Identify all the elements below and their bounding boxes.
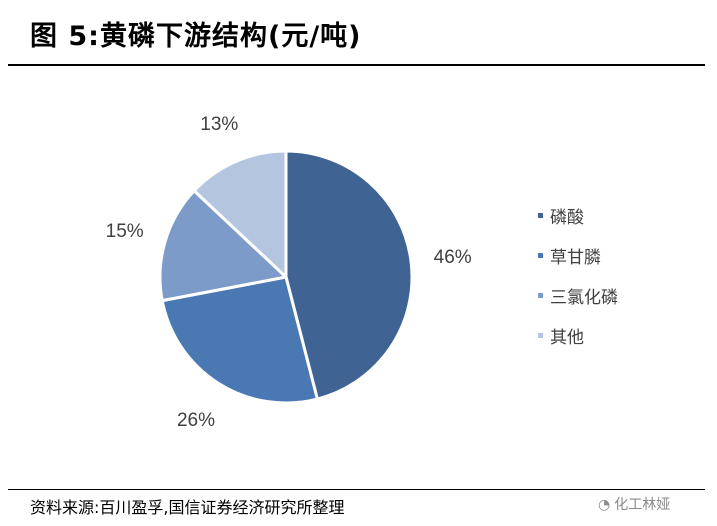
pie-slice-3 bbox=[192, 149, 288, 279]
legend-label-0: 磷酸 bbox=[550, 208, 584, 228]
slice-label-1: 26% bbox=[177, 410, 215, 431]
slice-label-3: 13% bbox=[200, 114, 238, 135]
legend-marker-0 bbox=[538, 213, 543, 218]
watermark-text: 化工林娅 bbox=[614, 497, 671, 513]
pie-slices bbox=[158, 149, 414, 405]
pie-slice-1 bbox=[160, 275, 319, 405]
legend-marker-2 bbox=[538, 293, 543, 298]
title-divider bbox=[8, 64, 705, 66]
legend-label-2: 三氯化磷 bbox=[550, 288, 618, 308]
legend-label-3: 其他 bbox=[550, 328, 584, 348]
chart-title: 图 5:黄磷下游结构(元/吨) bbox=[30, 21, 362, 52]
slice-label-0: 46% bbox=[434, 247, 472, 268]
pie-slice-0 bbox=[284, 149, 414, 401]
source-note: 资料来源:百川盈孚,国信证券经济研究所整理 bbox=[30, 498, 345, 517]
watermark: ◔ 化工林娅 bbox=[598, 494, 670, 514]
pie-slice-2 bbox=[158, 189, 288, 303]
legend-label-1: 草甘膦 bbox=[550, 248, 601, 268]
footer-divider bbox=[8, 489, 705, 490]
slice-labels: 46% 26% 15% 13% bbox=[106, 114, 472, 431]
legend-marker-1 bbox=[538, 253, 543, 258]
wechat-icon: ◔ bbox=[598, 497, 611, 513]
slice-label-2: 15% bbox=[106, 221, 144, 242]
legend-marker-3 bbox=[538, 333, 543, 338]
